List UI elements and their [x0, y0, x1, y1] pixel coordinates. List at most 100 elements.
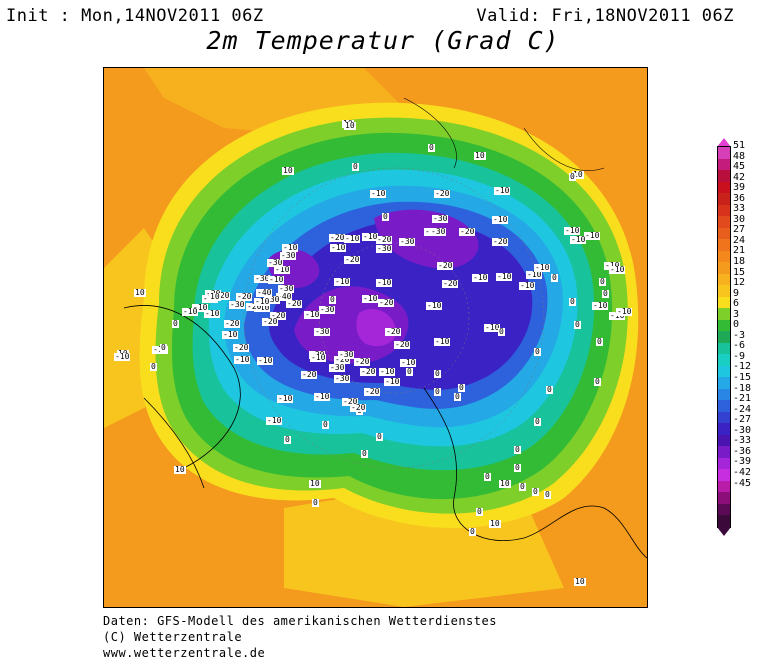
legend-swatch: [718, 147, 730, 159]
isotherm-label: -10: [257, 356, 274, 365]
legend-tick-label: 27: [733, 224, 746, 236]
legend-swatch: [718, 319, 730, 331]
isotherm-label: 0: [322, 420, 329, 429]
legend-swatch: [718, 515, 730, 527]
isotherm-label: -20: [350, 403, 367, 412]
legend-swatch: [718, 457, 730, 469]
isotherm-label: 0: [602, 289, 609, 298]
legend-swatch: [718, 296, 730, 308]
isotherm-label: -20: [301, 370, 318, 379]
legend-tick-label: -9: [733, 350, 746, 362]
legend-max-arrow: [717, 138, 731, 147]
legend-tick-label: -6: [733, 340, 746, 352]
isotherm-label: -10: [204, 309, 221, 318]
legend-swatch: [718, 250, 730, 262]
isotherm-label: -10: [274, 265, 291, 274]
isotherm-label: -20: [459, 227, 476, 236]
isotherm-label: 0: [569, 297, 576, 306]
isotherm-label: -20: [236, 292, 253, 301]
isotherm-label: -10: [268, 275, 285, 284]
isotherm-label: -20: [354, 357, 371, 366]
legend-tick-label: 12: [733, 277, 746, 289]
isotherm-label: -20: [214, 291, 231, 300]
isotherm-label: -10: [182, 307, 199, 316]
isotherm-label: -10: [496, 272, 513, 281]
legend-tick-label: -21: [733, 393, 752, 405]
isotherm-label: -20: [233, 343, 250, 352]
latitude-circle: [243, 167, 545, 469]
legend-tick-label: -24: [733, 403, 752, 415]
legend-tick-label: 30: [733, 213, 746, 225]
legend-tick-label: 21: [733, 245, 746, 257]
isotherm-label: -10: [609, 265, 626, 274]
isotherm-label: 10: [209, 292, 221, 301]
legend-swatch: [718, 227, 730, 239]
legend-swatch: [718, 262, 730, 274]
isotherm-label: -20: [434, 189, 451, 198]
isotherm-label: -20: [246, 302, 263, 311]
isotherm-label: 0: [434, 387, 441, 396]
isotherm-label: -20: [385, 327, 402, 336]
isotherm-label: -20: [334, 355, 351, 364]
map-title: 2m Temperatur (Grad C): [206, 26, 560, 55]
isotherm-label: -20: [286, 299, 303, 308]
isotherm-label: -30: [229, 300, 246, 309]
isotherm-label: 0: [469, 527, 476, 536]
legend-tick-label: -12: [733, 361, 752, 373]
isotherm-label: 10: [489, 519, 501, 528]
isotherm-label: 0: [434, 369, 441, 378]
isotherm-label: -10: [310, 353, 327, 362]
legend-swatch: [718, 434, 730, 446]
isotherm-label: -10: [616, 307, 633, 316]
isotherm-label: 0: [172, 319, 179, 328]
legend-swatch: [718, 365, 730, 377]
isotherm-label: -40: [256, 288, 273, 297]
isotherm-label: -10: [494, 186, 511, 195]
coastline-europe: [423, 387, 647, 559]
isotherm-label: 0: [376, 432, 383, 441]
isotherm-label: -10: [472, 273, 489, 282]
isotherm-label: -10: [384, 377, 401, 386]
isotherm-label: -30: [314, 327, 331, 336]
isotherm-label: -20: [344, 255, 361, 264]
copyright-line: (C) Wetterzentrale: [103, 630, 243, 644]
isotherm-label: 0: [329, 295, 336, 304]
isotherm-label: -20: [329, 233, 346, 242]
legend-swatch: [718, 193, 730, 205]
legend-tick-label: -3: [733, 329, 746, 341]
isotherm-label: -40: [276, 292, 293, 301]
isotherm-label: -10: [379, 367, 396, 376]
zone-m27b: [374, 209, 479, 269]
isotherm-label: 0: [498, 327, 505, 336]
legend-tick-label: -36: [733, 445, 752, 457]
legend-swatch: [718, 503, 730, 515]
isotherm-label: 10: [574, 577, 586, 586]
isotherm-label: -20: [437, 261, 454, 270]
legend-tick-label: -30: [733, 424, 752, 436]
isotherm-label: 0: [574, 320, 581, 329]
isotherm-label: 0: [284, 435, 291, 444]
isotherm-label: -30: [319, 305, 336, 314]
isotherm-label: -10: [114, 352, 131, 361]
isotherm-label: 0: [534, 347, 541, 356]
legend-swatch: [718, 492, 730, 504]
isotherm-label: -10: [534, 263, 551, 272]
legend-tick-label: 0: [733, 319, 740, 331]
isotherm-label: -30: [338, 350, 355, 359]
isotherm-label: -10: [492, 215, 509, 224]
isotherm-label: -10: [362, 232, 379, 241]
isotherm-label: -20: [360, 367, 377, 376]
website-link[interactable]: www.wetterzentrale.de: [103, 646, 266, 660]
isotherm-label: -20: [224, 319, 241, 328]
isotherm-label: -10: [222, 330, 239, 339]
legend-swatch: [718, 216, 730, 228]
isotherm-label: -20: [394, 340, 411, 349]
isotherm-label: -10: [570, 235, 587, 244]
legend-tick-label: -27: [733, 414, 752, 426]
isotherm-label: -30: [430, 227, 447, 236]
isotherm-label: 0: [514, 445, 521, 454]
legend-swatch: [718, 181, 730, 193]
legend-swatch: [718, 423, 730, 435]
isotherm-label: -20: [270, 311, 287, 320]
isotherm-label: -10: [376, 278, 393, 287]
